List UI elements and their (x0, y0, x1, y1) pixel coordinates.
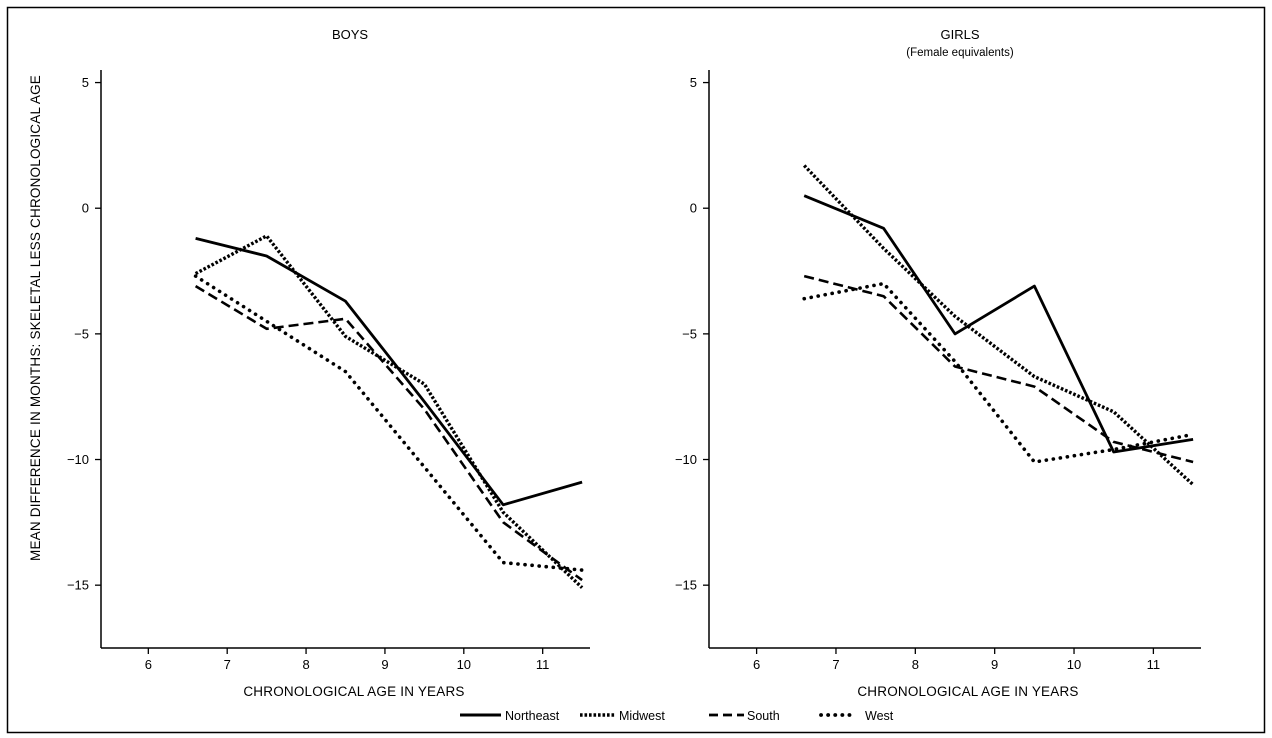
girls-panel-title: GIRLS (940, 27, 979, 42)
girls-x-axis-title: CHRONOLOGICAL AGE IN YEARS (857, 684, 1078, 699)
boys-x-tick-label: 6 (145, 657, 152, 672)
legend-label-west: West (865, 709, 894, 723)
boys-series-northeast (195, 237, 583, 507)
girls-x-tick-label: 9 (991, 657, 998, 672)
boys-x-tick-label: 8 (302, 657, 309, 672)
boys-y-tick-label: 5 (82, 75, 89, 90)
girls-plot-area: 5 0 −5 −10 −15 6 7 8 9 10 11 (675, 70, 1201, 672)
girls-series-midwest (802, 164, 1195, 486)
boys-y-tick-label: −5 (74, 326, 89, 341)
girls-x-tick-label: 8 (912, 657, 919, 672)
boys-x-tick-label: 9 (381, 657, 388, 672)
legend-label-northeast: Northeast (505, 709, 560, 723)
girls-y-tick-label: −5 (682, 326, 697, 341)
boys-series-west (193, 274, 584, 572)
boys-x-tick-label: 10 (457, 657, 471, 672)
legend: Northeast Midwest South West (460, 709, 894, 723)
boys-panel-title: BOYS (332, 27, 368, 42)
boys-series-midwest (194, 234, 584, 589)
girls-x-tick-label: 10 (1067, 657, 1081, 672)
boys-x-tick-label: 11 (536, 657, 550, 672)
girls-panel-subtitle: (Female equivalents) (906, 47, 1014, 59)
girls-x-tick-label: 11 (1147, 657, 1161, 672)
boys-x-tick-label: 7 (224, 657, 231, 672)
y-axis-title: MEAN DIFFERENCE IN MONTHS: SKELETAL LESS… (28, 75, 43, 561)
girls-x-tick-label: 7 (832, 657, 839, 672)
girls-y-tick-label: 0 (690, 201, 697, 216)
girls-series-northeast (803, 194, 1194, 454)
girls-y-tick-label: −15 (675, 578, 697, 593)
girls-x-tick-label: 6 (753, 657, 760, 672)
girls-series-south (803, 274, 1194, 464)
boys-x-axis-title: CHRONOLOGICAL AGE IN YEARS (243, 684, 464, 699)
girls-y-tick-label: 5 (690, 75, 697, 90)
boys-y-tick-label: 0 (82, 201, 89, 216)
boys-plot-area: 5 0 −5 −10 −15 6 7 8 9 10 11 (67, 70, 590, 672)
boys-y-tick-label: −10 (67, 452, 89, 467)
figure-frame (6, 6, 1266, 734)
boys-y-tick-label: −15 (67, 578, 89, 593)
legend-label-midwest: Midwest (619, 709, 665, 723)
legend-label-south: South (747, 709, 780, 723)
girls-y-tick-label: −10 (675, 452, 697, 467)
boys-series-south (194, 284, 583, 582)
